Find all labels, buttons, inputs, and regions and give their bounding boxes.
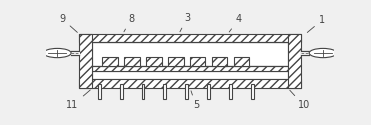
Bar <box>229 84 232 99</box>
Bar <box>142 84 144 99</box>
Bar <box>98 84 101 99</box>
Text: 5: 5 <box>191 91 199 110</box>
Bar <box>168 57 184 66</box>
Bar <box>288 34 301 88</box>
Bar <box>79 34 92 88</box>
Bar <box>301 51 309 55</box>
Bar <box>124 57 140 66</box>
Bar <box>163 84 166 99</box>
Text: 9: 9 <box>59 14 78 32</box>
Text: 1: 1 <box>307 15 325 32</box>
Bar <box>234 57 249 66</box>
Bar <box>79 78 301 88</box>
Bar <box>120 84 122 99</box>
Text: 4: 4 <box>229 14 242 32</box>
Bar <box>251 84 254 99</box>
Bar <box>92 71 288 78</box>
Bar <box>207 84 210 99</box>
Bar <box>185 84 188 99</box>
Bar <box>71 51 80 55</box>
Text: 8: 8 <box>124 14 134 32</box>
Text: 10: 10 <box>290 90 310 110</box>
Bar <box>92 66 288 71</box>
Circle shape <box>43 48 71 58</box>
Bar <box>102 57 118 66</box>
Bar <box>146 57 162 66</box>
Text: 11: 11 <box>66 90 90 110</box>
Text: 3: 3 <box>180 13 190 32</box>
Bar <box>212 57 227 66</box>
Circle shape <box>309 48 337 58</box>
Bar <box>190 57 206 66</box>
Bar <box>79 34 301 42</box>
Bar <box>92 42 288 66</box>
